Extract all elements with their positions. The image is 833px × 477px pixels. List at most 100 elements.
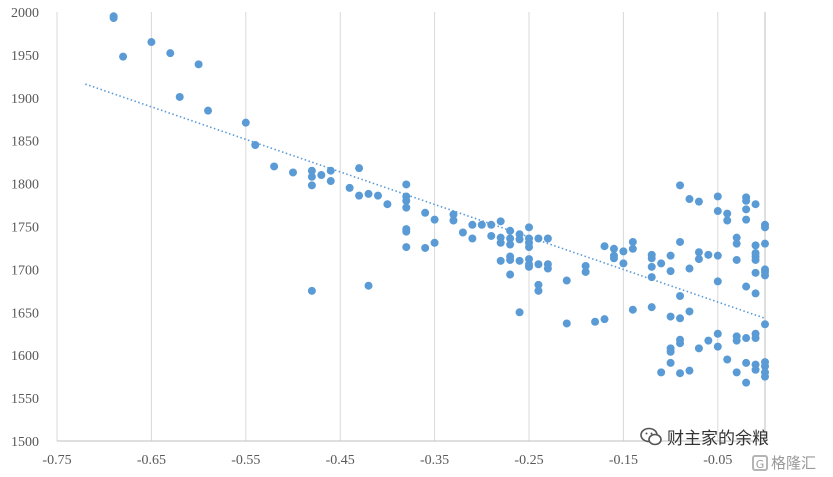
data-point [694, 197, 703, 206]
data-point [619, 247, 628, 256]
data-point [402, 227, 411, 236]
data-point [666, 358, 675, 367]
x-tick-label: -0.15 [609, 453, 638, 468]
data-point [742, 215, 751, 224]
data-point [402, 180, 411, 189]
data-point [506, 240, 515, 249]
data-point [355, 191, 364, 200]
data-point [534, 260, 543, 269]
data-point [525, 262, 533, 271]
x-tick-label: -0.55 [231, 453, 260, 468]
x-axis-tick-labels: -0.75 -0.65 -0.55 -0.45 -0.35 -0.25 -0.15 -0.05 [42, 453, 732, 468]
data-point [326, 166, 335, 175]
data-point [421, 208, 430, 217]
data-points [109, 12, 769, 387]
data-point [468, 234, 477, 243]
data-point [694, 255, 703, 264]
data-point [355, 164, 364, 173]
data-point [751, 268, 760, 277]
data-point [723, 355, 732, 364]
data-point [515, 308, 524, 317]
data-point [383, 200, 392, 209]
data-point [676, 291, 685, 300]
data-point [628, 237, 637, 246]
data-point [761, 362, 769, 371]
data-point [109, 14, 118, 23]
data-point [647, 262, 656, 271]
axes [57, 12, 766, 442]
data-point [676, 181, 685, 190]
y-tick-label: 1850 [11, 135, 39, 150]
x-tick-label: -0.25 [514, 453, 543, 468]
data-point [704, 336, 713, 345]
data-point [458, 228, 467, 237]
data-point [591, 317, 600, 326]
data-point [600, 315, 609, 324]
data-point [534, 280, 543, 289]
data-point [364, 189, 373, 198]
data-point [732, 368, 741, 377]
data-point [562, 319, 571, 328]
data-point [421, 243, 430, 252]
data-point [751, 365, 760, 374]
data-point [317, 171, 326, 180]
data-point [496, 256, 505, 265]
data-point [430, 238, 439, 247]
x-tick-label: -0.45 [326, 453, 355, 468]
data-point [543, 234, 552, 243]
data-point [751, 255, 760, 264]
trendline [85, 83, 766, 320]
data-point [732, 336, 741, 345]
wechat-watermark: 财主家的余粮 [640, 424, 769, 449]
data-point [713, 207, 722, 216]
y-tick-label: 1900 [11, 92, 39, 107]
y-tick-label: 2000 [11, 6, 39, 21]
data-point [694, 344, 703, 353]
data-point [666, 267, 675, 276]
data-point [496, 238, 505, 247]
data-point [761, 223, 769, 232]
data-point [477, 220, 486, 229]
data-point [175, 92, 184, 101]
data-point [694, 248, 703, 257]
data-point [307, 181, 316, 190]
data-point [402, 243, 411, 252]
data-point [732, 233, 741, 242]
data-point [506, 270, 515, 279]
data-point [713, 192, 722, 201]
data-point [761, 271, 769, 280]
data-point [506, 226, 515, 235]
data-point [742, 282, 751, 291]
data-point [666, 312, 675, 321]
data-point [609, 254, 618, 263]
data-point [666, 251, 675, 260]
site-logo: G 格隆汇 [752, 452, 816, 473]
data-point [761, 372, 769, 381]
data-point [487, 220, 496, 229]
data-point [364, 281, 373, 290]
g-logo-icon: G [752, 454, 768, 471]
data-point [430, 215, 439, 224]
data-point [468, 220, 477, 229]
data-point [685, 195, 694, 204]
y-tick-label: 1550 [11, 392, 39, 407]
data-point [402, 203, 411, 212]
x-tick-label: -0.75 [42, 453, 71, 468]
gridlines [56, 12, 766, 441]
data-point [676, 314, 685, 323]
data-point [194, 60, 203, 69]
data-point [751, 200, 760, 209]
y-tick-label: 1700 [11, 263, 39, 278]
y-tick-label: 1650 [11, 306, 39, 321]
data-point [307, 172, 316, 181]
data-point [657, 368, 666, 377]
data-point [506, 255, 515, 264]
data-point [685, 307, 694, 316]
logo-text: 格隆汇 [771, 454, 817, 472]
data-point [506, 234, 515, 243]
data-point [676, 237, 685, 246]
data-point [628, 305, 637, 314]
y-tick-label: 1800 [11, 178, 39, 193]
data-point [751, 289, 760, 298]
data-point [307, 166, 316, 175]
